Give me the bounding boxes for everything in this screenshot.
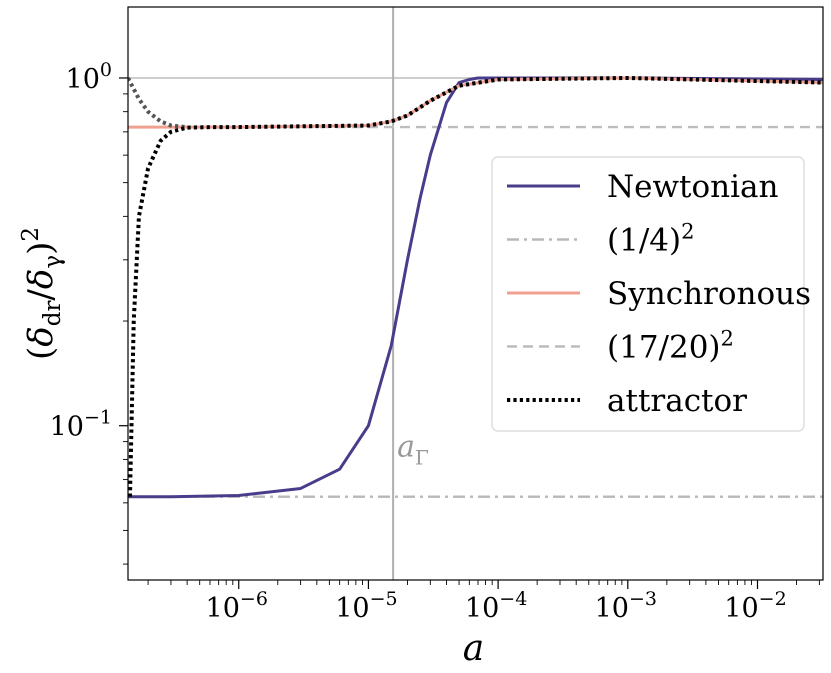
series-line-attractor-early bbox=[128, 77, 188, 130]
series-line-newtonian bbox=[128, 76, 823, 499]
x-tick-label: 10−4 bbox=[465, 588, 527, 624]
legend-label-5: attractor bbox=[607, 383, 747, 419]
y-tick-label: 10−1 bbox=[50, 407, 112, 443]
annotation-a-gamma: aΓ bbox=[397, 430, 429, 470]
legend-label-4: (17/20)2 bbox=[607, 327, 734, 366]
series-line-attractor bbox=[128, 75, 823, 497]
plot-frame bbox=[127, 6, 824, 581]
legend-box bbox=[491, 156, 805, 432]
x-tick-label: 10−3 bbox=[595, 588, 657, 624]
x-tick-label: 10−5 bbox=[335, 588, 397, 624]
legend-label-3: Synchronous bbox=[607, 276, 811, 312]
y-axis-label: (δdr/δγ)2 bbox=[18, 227, 66, 360]
x-axis-label: a bbox=[463, 628, 484, 669]
legend-label-2: (1/4)2 bbox=[607, 220, 694, 259]
x-tick-label: 10−6 bbox=[206, 588, 268, 624]
y-tick-label: 100 bbox=[66, 59, 112, 95]
x-tick-label: 10−2 bbox=[724, 588, 786, 624]
legend-label-1: Newtonian bbox=[607, 169, 778, 205]
